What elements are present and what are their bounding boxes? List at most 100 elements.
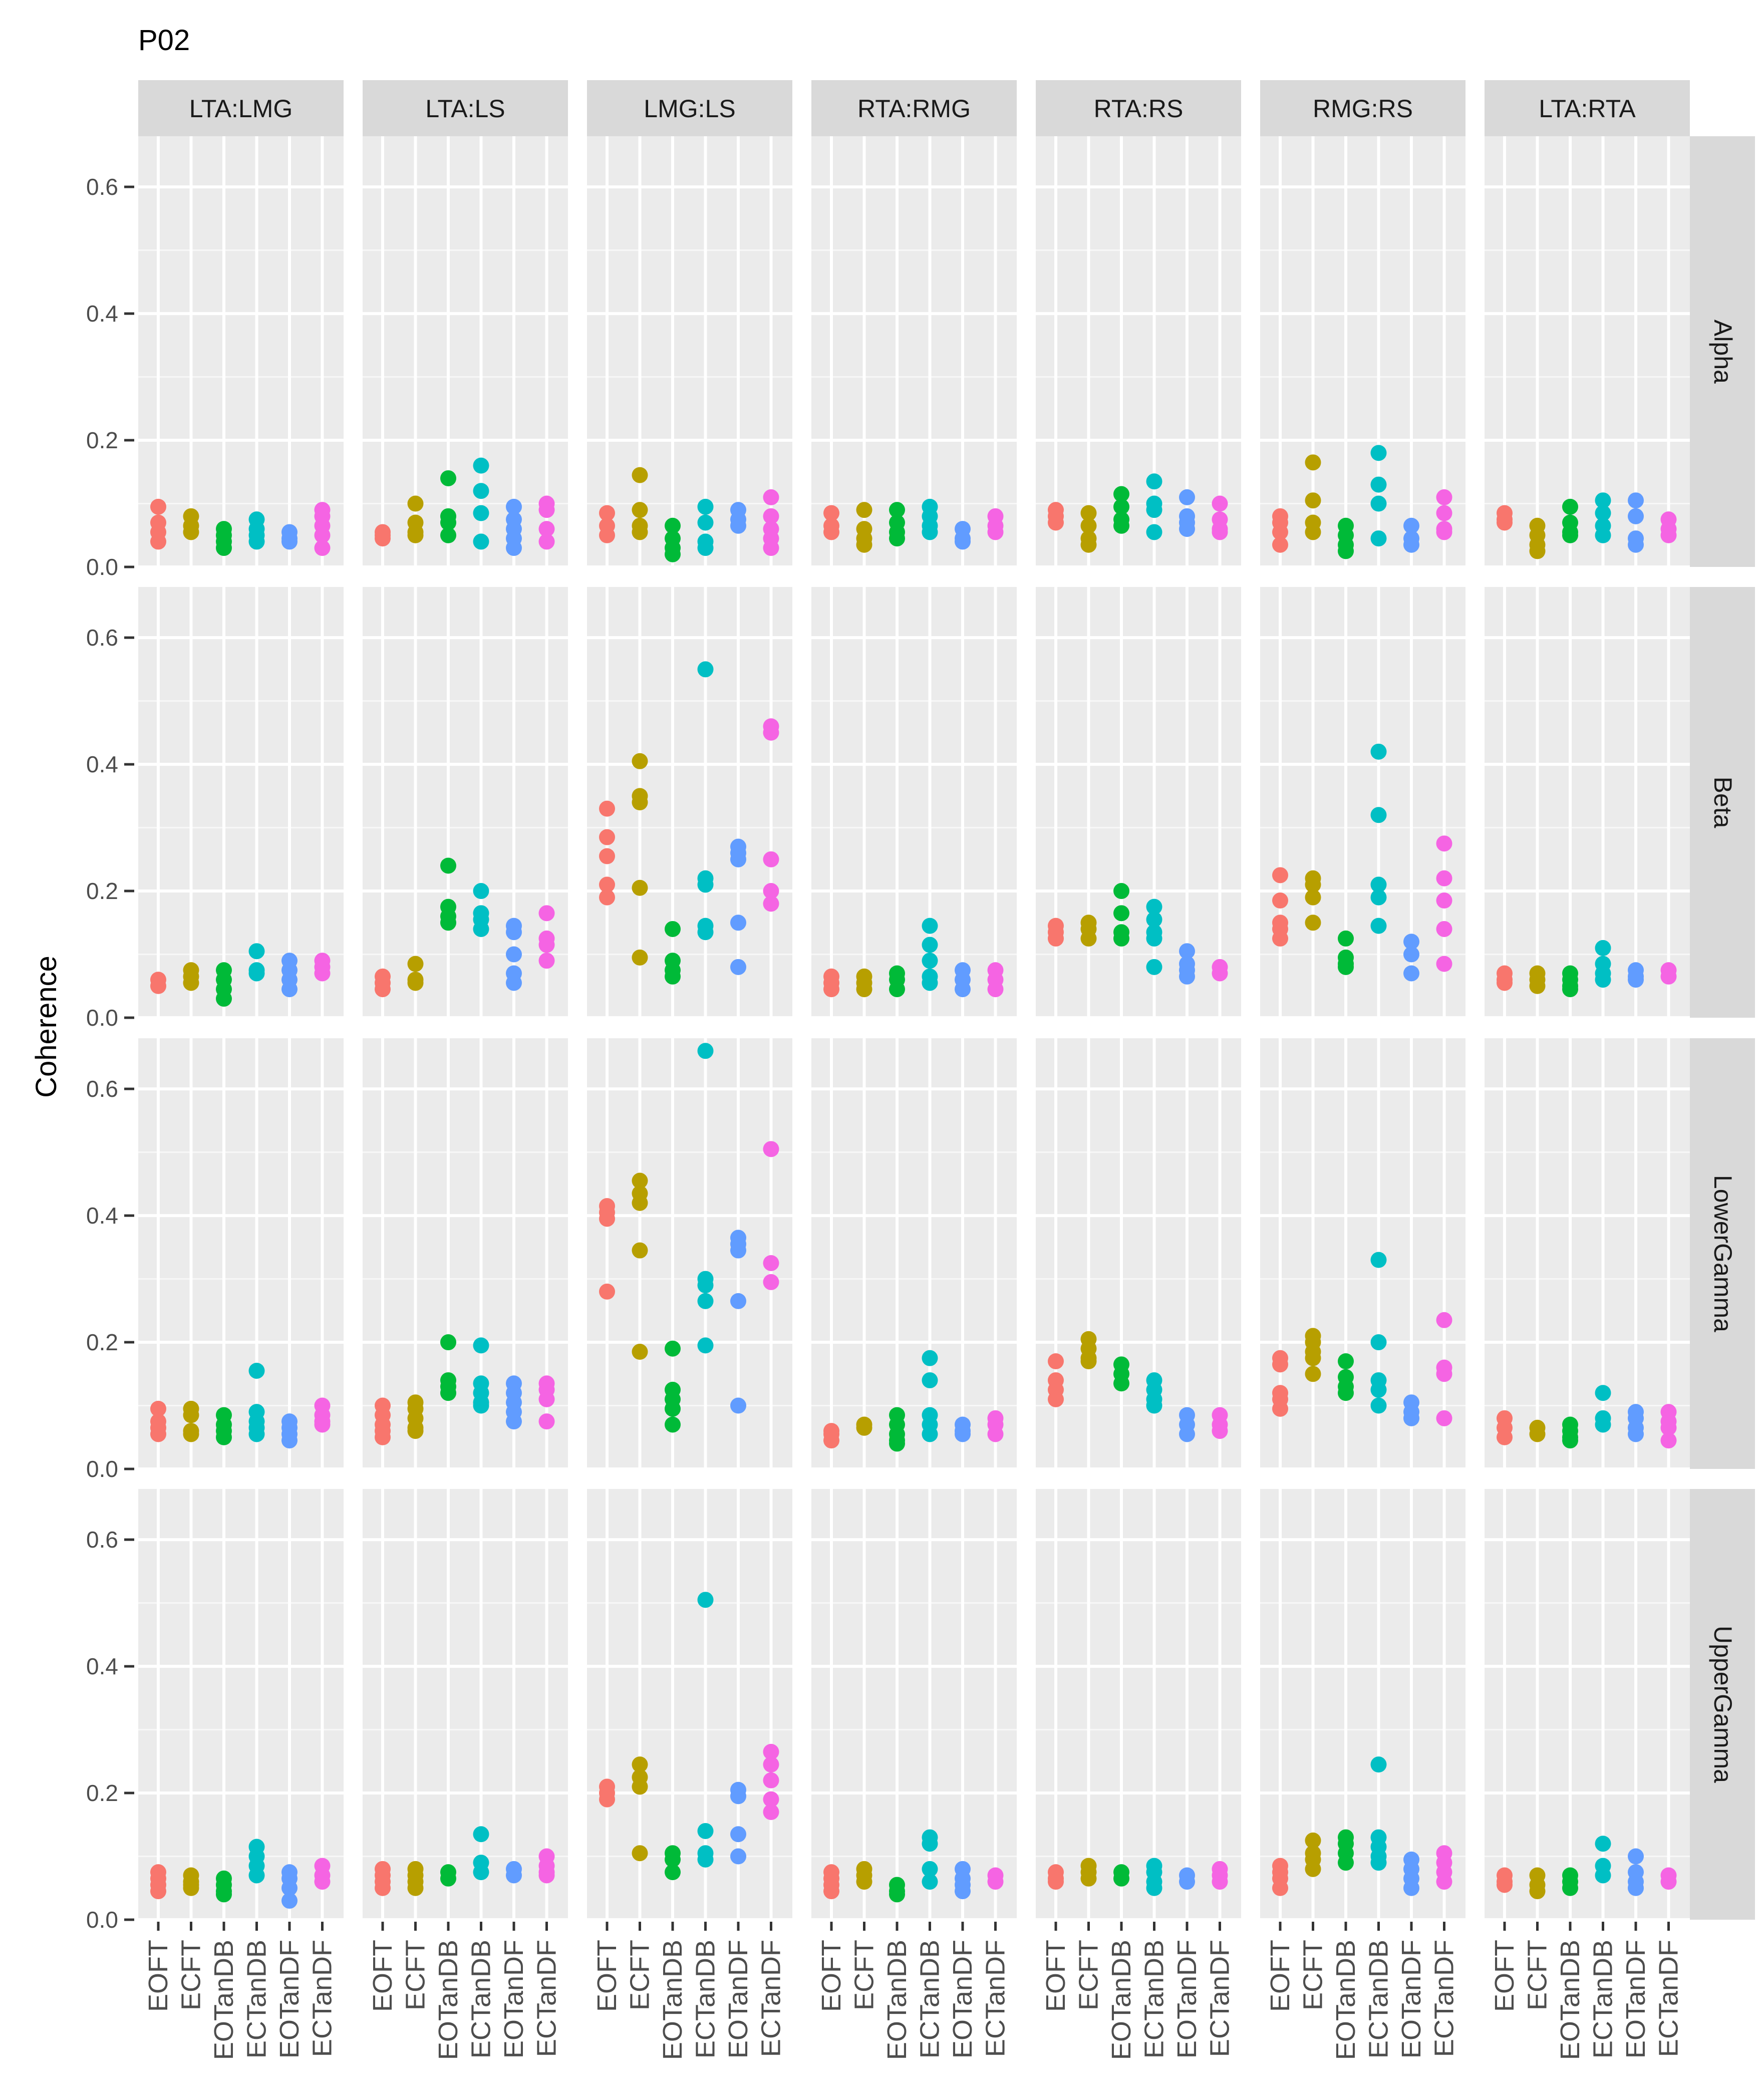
data-point-eotandf — [1403, 536, 1419, 553]
data-point-eotandf — [1628, 972, 1644, 988]
data-point-ectandb — [697, 876, 714, 893]
panel-background — [1036, 1489, 1241, 1920]
panel-background — [811, 587, 1017, 1018]
panel-background — [1485, 136, 1690, 567]
data-point-ectandb — [697, 661, 714, 678]
data-point-eoft — [1497, 514, 1513, 531]
x-tick-label: EOTanDB — [1555, 1940, 1585, 2060]
y-tick-label: 0.2 — [86, 1329, 118, 1355]
data-point-eoft — [150, 1883, 166, 1900]
data-point-eotandf — [1179, 1426, 1195, 1442]
facet-strip-label: RTA:RMG — [857, 95, 971, 123]
panel-background — [811, 136, 1017, 567]
data-point-ecft — [183, 1407, 199, 1423]
x-tick-label: ECFT — [625, 1940, 655, 2010]
data-point-eotandf — [506, 498, 522, 515]
data-point-ectandf — [1212, 524, 1228, 540]
data-point-eoft — [375, 530, 391, 547]
data-point-ectandb — [1146, 1397, 1162, 1414]
data-point-ectandf — [763, 851, 779, 867]
x-tick-label: EOFT — [143, 1940, 173, 2012]
data-point-ecft — [632, 1194, 648, 1211]
data-point-ectandf — [763, 508, 779, 524]
data-point-eoft — [1048, 1353, 1064, 1369]
panel-background — [138, 136, 344, 567]
panel-background — [1260, 1489, 1465, 1920]
data-point-ecft — [1305, 492, 1321, 509]
data-point-ectandf — [538, 1867, 555, 1884]
data-point-ecft — [632, 879, 648, 896]
data-point-ecft — [1305, 915, 1321, 931]
data-point-ectandf — [1212, 965, 1228, 982]
data-point-ectandf — [538, 1391, 555, 1407]
data-point-ectandb — [1370, 1855, 1387, 1871]
data-point-ectandb — [1595, 492, 1611, 509]
data-point-eotandf — [730, 517, 746, 534]
data-point-eoft — [375, 1429, 391, 1445]
data-point-ectandb — [697, 514, 714, 531]
data-point-ectandb — [1146, 959, 1162, 975]
data-point-ectandb — [697, 1043, 714, 1059]
data-point-ecft — [407, 1880, 424, 1896]
data-point-eoft — [599, 1791, 615, 1808]
panel-background — [1260, 136, 1465, 567]
data-point-ectandf — [1212, 495, 1228, 512]
data-point-eotandb — [440, 915, 456, 931]
band-strip-beta — [1690, 587, 1755, 1018]
x-tick-label: EOTanDF — [1621, 1940, 1651, 2058]
x-tick-label: EOTanDB — [433, 1940, 463, 2060]
data-point-ectandb — [922, 953, 938, 969]
data-point-ectandb — [697, 1277, 714, 1294]
data-point-ectandf — [314, 527, 331, 543]
data-point-eotandb — [1338, 930, 1354, 947]
panel-background — [1485, 1489, 1690, 1920]
data-point-ectandb — [1370, 918, 1387, 934]
data-point-ectandb — [248, 1362, 265, 1379]
data-point-eoft — [599, 829, 615, 845]
data-point-ectandf — [763, 1791, 779, 1808]
data-point-eotandf — [281, 533, 298, 550]
data-point-ecft — [1529, 978, 1546, 994]
data-point-ectandf — [1660, 1432, 1677, 1449]
data-point-eotandb — [665, 1851, 681, 1868]
data-point-ectandb — [1595, 1416, 1611, 1433]
x-tick-label: EOTanDB — [1331, 1940, 1361, 2060]
data-point-eotandb — [440, 470, 456, 486]
data-point-ectandb — [473, 1826, 489, 1843]
data-point-ectandf — [1436, 1874, 1452, 1890]
x-tick-label: ECFT — [401, 1940, 431, 2010]
data-point-ectandb — [248, 965, 265, 982]
data-point-ectandb — [1370, 1381, 1387, 1398]
panel-background — [587, 136, 792, 567]
data-point-eoft — [599, 505, 615, 521]
data-point-eotandf — [955, 1426, 971, 1442]
data-point-ectandb — [1146, 473, 1162, 490]
data-point-ecft — [1529, 543, 1546, 559]
x-tick-label: ECTanDB — [1364, 1940, 1394, 2058]
data-point-eotandb — [665, 968, 681, 985]
data-point-ecft — [407, 1423, 424, 1439]
facet-strip-label: LTA:LMG — [189, 95, 293, 123]
panel-background — [811, 1489, 1017, 1920]
panel-background — [138, 1038, 344, 1469]
data-point-ectandf — [538, 1413, 555, 1430]
data-point-ecft — [407, 527, 424, 543]
data-point-eotandf — [730, 851, 746, 867]
data-point-eotandb — [1113, 1375, 1129, 1392]
data-point-eotandf — [281, 981, 298, 998]
data-point-ectandf — [763, 883, 779, 899]
data-point-ectandb — [1370, 476, 1387, 493]
data-point-ecft — [856, 536, 872, 553]
band-strip-label: UpperGamma — [1709, 1626, 1737, 1783]
data-point-ectandf — [1660, 527, 1677, 543]
data-point-ectandf — [1436, 489, 1452, 505]
data-point-ectandb — [1370, 495, 1387, 512]
y-tick-label: 0.6 — [86, 625, 118, 651]
data-point-ectandb — [697, 498, 714, 515]
data-point-ectandf — [763, 1772, 779, 1788]
data-point-eotandf — [1403, 934, 1419, 950]
panel-background — [1260, 1038, 1465, 1469]
data-point-ectandb — [922, 937, 938, 953]
data-point-ectandf — [763, 1141, 779, 1157]
data-point-eotandb — [1113, 930, 1129, 947]
